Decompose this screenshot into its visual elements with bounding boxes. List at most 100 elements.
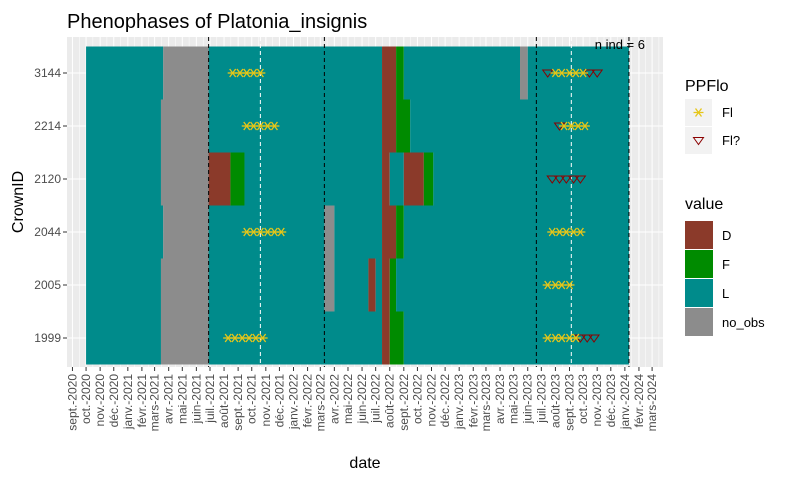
fl-stroke (551, 280, 559, 290)
tile-2044-no_obs (163, 205, 209, 259)
x-tick-label: juil.-2022 (369, 374, 383, 424)
fl-stroke (576, 227, 584, 237)
fl-stroke (270, 227, 278, 237)
point-fl-2044 (276, 227, 287, 237)
x-tick-label: déc.-2022 (438, 374, 452, 428)
tile-2120-L (244, 152, 383, 206)
fl-stroke (250, 121, 258, 131)
tile-3144-no_obs (163, 46, 209, 100)
fl-stroke (694, 108, 703, 117)
point-fl-3144 (578, 68, 589, 78)
fl-stroke (243, 227, 251, 237)
legend-value-label: F (722, 257, 730, 272)
chart-title: Phenophases of Platonia_insignis (67, 11, 367, 33)
x-tick-label: mai-2021 (175, 374, 189, 424)
x-tick-label: mars-2023 (479, 374, 493, 432)
fl-stroke (579, 68, 587, 78)
tile-1999-L (403, 311, 629, 365)
x-tick-label: févr.-2022 (301, 374, 315, 428)
tile-2005-D (382, 258, 390, 312)
x-tick-label: déc.-2023 (604, 374, 618, 428)
legend-ppflo-label: Fl? (722, 133, 740, 148)
tile-2005-L (396, 258, 629, 312)
tile-2005-L (208, 258, 325, 312)
reference-lines (208, 37, 630, 367)
legend-fl-symbol (693, 108, 704, 117)
x-tick-label: nov.-2020 (93, 374, 107, 427)
fl-stroke (250, 68, 258, 78)
x-tick-label: sept.-2020 (65, 374, 79, 431)
point-flq-2120 (546, 175, 559, 184)
x-tick-label: nov.-2023 (590, 374, 604, 427)
x-tick-label: janv.-2024 (618, 374, 632, 430)
legend-swatch-F (685, 250, 713, 278)
n-ind-annotation: n ind = 6 (595, 37, 645, 52)
fl-stroke (544, 280, 552, 290)
tile-2214-F (396, 99, 411, 153)
x-tick-label: janv.-2022 (287, 374, 301, 430)
x-tick-label: juil.-2023 (534, 374, 548, 424)
legend-swatch-D (685, 221, 713, 249)
x-tick-label: mars-2021 (148, 374, 162, 432)
fl-stroke (560, 121, 568, 131)
fl-stroke (256, 68, 264, 78)
tile-1999-F (389, 311, 404, 365)
x-tick-label: mai-2022 (341, 374, 355, 424)
tile-2120-D (208, 152, 231, 206)
legend-swatch-L (685, 279, 713, 307)
point-flq-1999 (588, 334, 600, 343)
tile-2044-D (382, 205, 397, 259)
tile-2214-L (410, 99, 629, 153)
point-fl-2214 (579, 121, 590, 131)
x-tick-label: mai-2023 (507, 374, 521, 424)
legend-ppflo: PPFlo Fl Fl? (685, 78, 740, 154)
tile-3144-L (86, 46, 164, 100)
fl-stroke (581, 121, 589, 131)
fl-stroke (551, 68, 559, 78)
fl-stroke (243, 68, 251, 78)
tile-2044-L (403, 205, 629, 259)
point-flq-2120 (553, 175, 566, 184)
fl-stroke (224, 333, 232, 343)
fl-stroke (574, 121, 582, 131)
fl-stroke (229, 68, 237, 78)
legend-swatch-no_obs (685, 308, 713, 336)
point-fl-1999 (570, 333, 581, 343)
legend-value-title: value (685, 196, 723, 213)
x-tick-label: août-2023 (548, 374, 562, 428)
x-tick-label: juin-2022 (355, 374, 369, 425)
phenophase-tiles (86, 46, 629, 365)
x-tick-label: févr.-2023 (466, 374, 480, 428)
fl-stroke (551, 333, 559, 343)
legend-ppflo-title: PPFlo (685, 78, 729, 95)
x-tick-label: avr.-2022 (327, 374, 341, 424)
y-axis-ticks: 1999 2005 2044 2120 2214 3144 (34, 66, 67, 345)
x-tick-label: avr.-2023 (493, 374, 507, 424)
y-axis-title: CrownID (10, 171, 27, 233)
tile-2214-D (382, 99, 397, 153)
tile-3144-L (403, 46, 521, 100)
y-tick-label: 2044 (34, 225, 61, 239)
point-flq-2120 (574, 175, 587, 184)
tile-2120-D (382, 152, 390, 206)
fl-stroke (270, 121, 278, 131)
point-fl-1999 (257, 333, 268, 343)
fl-stroke (558, 280, 566, 290)
legend-key-bg (685, 127, 712, 154)
fl-stroke (250, 227, 258, 237)
fl-stroke (243, 121, 251, 131)
tile-2044-no_obs (324, 205, 335, 259)
x-tick-label: août-2021 (217, 374, 231, 428)
x-tick-label: févr.-2021 (135, 374, 149, 428)
fl-stroke (565, 333, 574, 343)
x-tick-label: oct.-2021 (245, 374, 259, 424)
fl-stroke (555, 227, 564, 237)
tile-1999-L (86, 311, 161, 365)
y-tick-label: 1999 (34, 331, 61, 345)
tile-2214-no_obs (160, 99, 209, 153)
tile-2120-L (389, 152, 404, 206)
fl-stroke (558, 68, 566, 78)
y-tick-label: 3144 (34, 66, 61, 80)
legend-ppflo-label: Fl (722, 105, 733, 120)
x-tick-label: déc.-2021 (272, 374, 286, 428)
